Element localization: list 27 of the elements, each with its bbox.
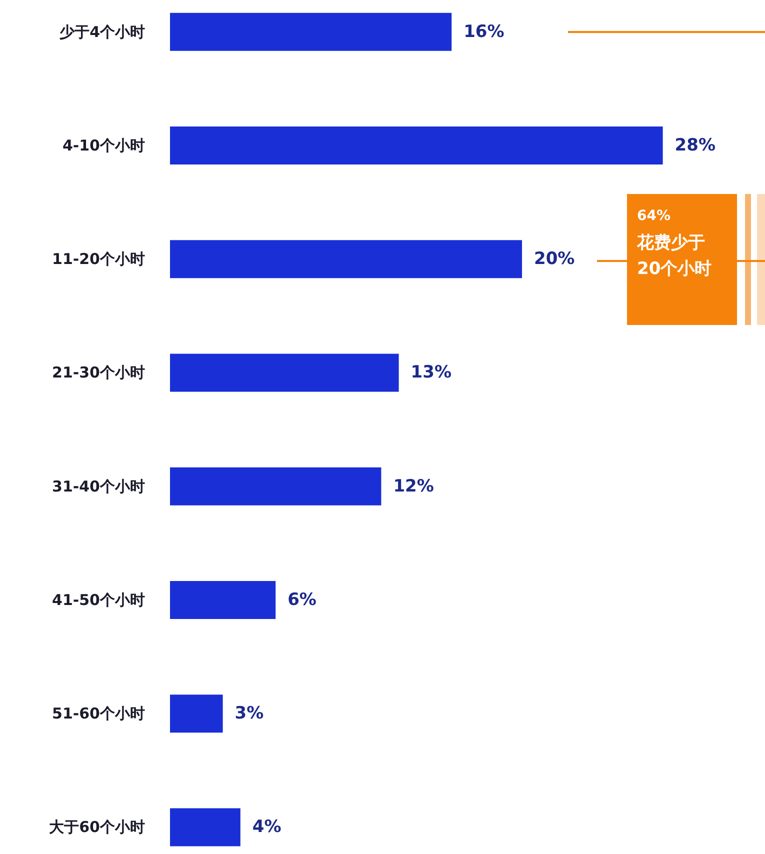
data-label: 3% [234, 704, 264, 724]
y-tick-label: 21-30个小时 [52, 364, 145, 382]
bar [170, 580, 276, 619]
annotation: 花费少于20个小时 [637, 232, 713, 281]
y-tick-label: 41-50个小时 [52, 590, 145, 609]
y-tick-label: 大于60个小时 [49, 818, 145, 836]
data-label: 16% [464, 22, 504, 42]
y-tick-label: 51-60个小时 [52, 704, 145, 723]
bar [170, 808, 240, 846]
y-tick-label: 31-40个小时 [52, 477, 145, 496]
y-tick-label: 4-10个小时 [62, 136, 145, 154]
bar [170, 12, 452, 51]
bar [170, 694, 223, 733]
y-tick-label: 少于4个小时 [60, 22, 145, 41]
callout-box: 64% 花费少于20个小时 [627, 194, 737, 325]
bar [170, 240, 522, 278]
data-label: 4% [252, 817, 282, 838]
data-label: 12% [393, 476, 434, 496]
data-label: 13% [410, 362, 452, 383]
data-label: 28% [674, 135, 716, 156]
bar [170, 467, 382, 506]
y-tick-label: 11-20个小时 [52, 250, 145, 268]
bar [170, 126, 663, 164]
data-label: 20% [534, 249, 575, 270]
data-label: 6% [288, 590, 316, 610]
bar [170, 354, 399, 392]
annotation: 64% [637, 208, 672, 224]
